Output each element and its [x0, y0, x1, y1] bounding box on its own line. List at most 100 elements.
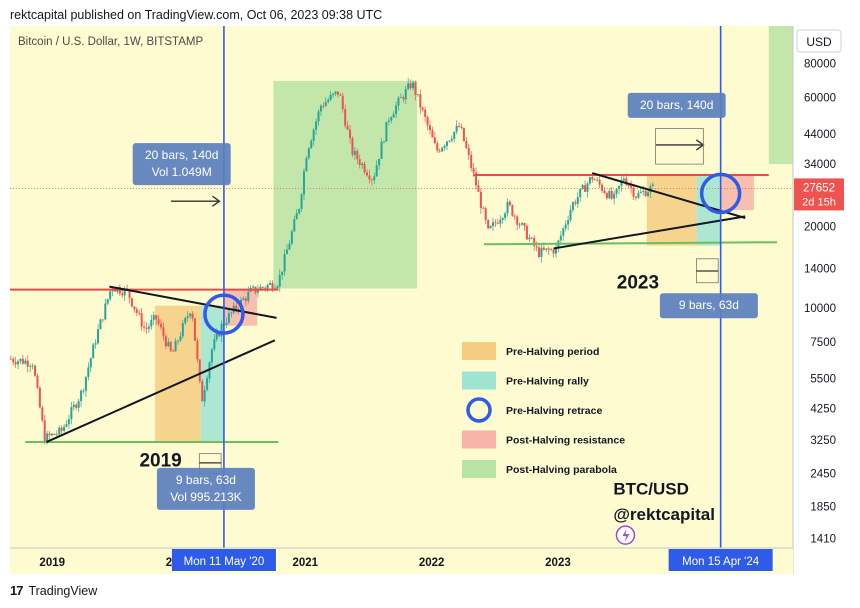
candle-body	[387, 120, 390, 122]
y-tick-label: 1850	[810, 502, 836, 514]
y-tick-label: 14000	[804, 263, 836, 275]
currency-badge[interactable]	[796, 29, 842, 53]
candle-body	[438, 150, 441, 152]
candle-body	[147, 326, 150, 329]
footer-brand: TradingView	[28, 583, 98, 598]
annotation-text: @rektcapital	[613, 505, 715, 524]
annotation-text: 2019	[139, 450, 181, 471]
candle-body	[521, 223, 524, 225]
candle-body	[46, 433, 49, 443]
candle-body	[601, 184, 604, 191]
candle-body	[227, 313, 230, 323]
candle-body	[576, 197, 579, 204]
measure-label-box	[132, 143, 231, 186]
measure-label-box	[627, 92, 726, 118]
candle-body	[82, 390, 85, 392]
candle-body	[632, 187, 635, 197]
candle-body	[341, 95, 344, 110]
annotation-text: BTC/USD	[613, 479, 689, 498]
halving-date-label: Mon 15 Apr '24	[682, 556, 760, 568]
candle-body	[203, 389, 206, 402]
y-tick-label: 2450	[810, 468, 836, 480]
candle-body	[504, 213, 507, 219]
candle-body	[281, 271, 284, 275]
candle-body	[29, 366, 32, 367]
candle-body	[647, 192, 650, 197]
candle-body	[584, 185, 587, 192]
candle-body	[482, 207, 485, 209]
candle-body	[19, 358, 22, 362]
candle-body	[12, 359, 15, 363]
measure-label-text: Vol 995.213K	[170, 490, 241, 504]
candle-body	[598, 179, 601, 185]
candle-body	[620, 180, 623, 186]
candle-body	[564, 224, 567, 229]
zone-post-halving-parabola	[768, 26, 793, 165]
candle-body	[104, 303, 107, 320]
candle-body	[80, 390, 83, 402]
candle-body	[123, 288, 126, 296]
x-tick-label: 2022	[419, 557, 445, 569]
candle-body	[247, 291, 250, 301]
candle-body	[404, 89, 407, 100]
candle-body	[361, 163, 364, 166]
measure-label-text: Vol 1.049M	[152, 165, 212, 179]
candle-body	[358, 159, 361, 166]
candle-body	[169, 341, 172, 351]
candle-body	[276, 286, 279, 289]
candle-body	[588, 177, 591, 184]
candle-body	[448, 140, 451, 142]
candle-body	[605, 193, 608, 199]
candle-body	[58, 427, 61, 435]
candle-body	[17, 361, 20, 365]
candle-body	[302, 171, 305, 195]
candle-body	[579, 188, 582, 198]
candle-body	[213, 339, 216, 350]
candle-body	[475, 172, 478, 186]
candle-body	[26, 360, 29, 367]
candle-body	[571, 202, 574, 210]
last-price-countdown: 2d 15h	[802, 196, 836, 208]
candle-body	[496, 222, 499, 224]
candle-body	[252, 286, 255, 288]
candle-body	[336, 91, 339, 95]
candle-body	[230, 312, 233, 314]
marks-layer: 20 bars, 140d Vol 1.049M 9 bars, 63d Vol 99…	[132, 92, 758, 545]
y-tick-label: 3250	[810, 435, 836, 447]
candle-body	[106, 299, 109, 304]
candle-body	[644, 190, 647, 197]
trend-line	[45, 339, 276, 443]
candle-body	[24, 360, 27, 364]
measure-label-text: 9 bars, 63d	[679, 298, 739, 312]
candle-body	[508, 201, 511, 206]
candle-body	[353, 150, 356, 155]
measure-label-text: 20 bars, 140d	[145, 148, 218, 162]
candle-body	[351, 138, 354, 155]
candle-body	[542, 247, 545, 250]
measure-label-text: 9 bars, 63d	[176, 473, 236, 487]
candle-body	[237, 309, 240, 310]
candle-body	[135, 309, 138, 313]
support-line	[483, 241, 778, 246]
candle-body	[479, 191, 482, 208]
candle-body	[201, 381, 204, 402]
candle-body	[99, 319, 102, 330]
candle-body	[346, 125, 349, 130]
candle-body	[196, 340, 199, 360]
candle-body	[399, 97, 402, 99]
candle-body	[298, 209, 301, 214]
y-tick-label: 7500	[810, 337, 836, 349]
candle-body	[370, 179, 373, 181]
tradingview-logo-icon: 17	[10, 583, 24, 598]
y-tick-label: 44000	[804, 129, 836, 141]
candle-body	[407, 83, 410, 90]
x-tick-label: 2021	[292, 557, 318, 569]
candle-body	[467, 147, 470, 155]
candle-body	[220, 323, 223, 337]
legend-swatch	[462, 342, 496, 360]
candle-body	[138, 312, 141, 314]
last-price-badge	[794, 178, 844, 211]
candle-body	[528, 237, 531, 240]
candle-body	[550, 249, 553, 251]
